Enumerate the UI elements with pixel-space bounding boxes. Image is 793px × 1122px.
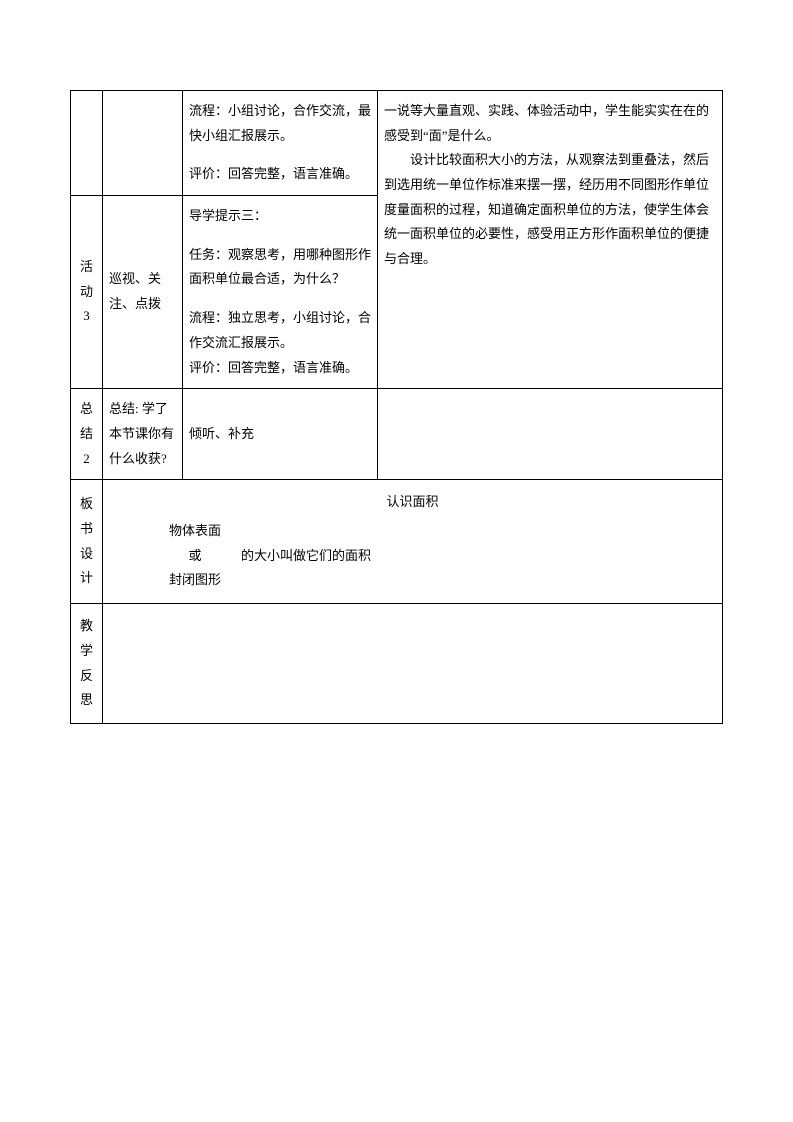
activity3-col3: 导学提示三： 任务：观察思考，用哪种图形作面积单位最合适，为什么？ 流程：独立思…: [183, 196, 378, 389]
board-right: 的大小叫做它们的面积: [241, 544, 371, 569]
activity-prev-label: [71, 91, 103, 196]
board-title: 认识面积: [109, 490, 716, 515]
activity3-col3-p1: 导学提示三：: [189, 204, 371, 229]
reflection-content: [103, 604, 723, 724]
merged-col4: 一说等大量直观、实践、体验活动中，学生能实实在在的感受到“面”是什么。 设计比较…: [378, 91, 723, 389]
board-content: 认识面积 物体表面 或 封闭图形 的大小叫做它们的面积: [103, 480, 723, 604]
col4-p2: 设计比较面积大小的方法，从观察法到重叠法，然后到选用统一单位作标准来摆一摆，经历…: [384, 148, 716, 271]
summary-col2: 总结: 学了本节课你有什么收获?: [103, 389, 183, 480]
lesson-plan-table: 流程：小组讨论，合作交流，最快小组汇报展示。 评价：回答完整，语言准确。 一说等…: [70, 90, 723, 724]
summary-col4: [378, 389, 723, 480]
reflection-row: 教 学 反 思: [71, 604, 723, 724]
activity-prev-col3: 流程：小组讨论，合作交流，最快小组汇报展示。 评价：回答完整，语言准确。: [183, 91, 378, 196]
activity-prev-row: 流程：小组讨论，合作交流，最快小组汇报展示。 评价：回答完整，语言准确。 一说等…: [71, 91, 723, 196]
activity3-col3-p2: 任务：观察思考，用哪种图形作面积单位最合适，为什么？: [189, 243, 371, 292]
board-row: 板 书 设 计 认识面积 物体表面 或 封闭图形 的大小叫做它们的面积: [71, 480, 723, 604]
board-body: 物体表面 或 封闭图形 的大小叫做它们的面积: [169, 519, 716, 593]
activity3-col2: 巡视、关注、点拨: [103, 196, 183, 389]
reflection-label: 教 学 反 思: [71, 604, 103, 724]
activity3-col3-p4: 评价：回答完整，语言准确。: [189, 356, 371, 381]
summary-row: 总 结 2 总结: 学了本节课你有什么收获? 倾听、补充: [71, 389, 723, 480]
activity-prev-col3-p2: 评价：回答完整，语言准确。: [189, 162, 371, 187]
col4-p1: 一说等大量直观、实践、体验活动中，学生能实实在在的感受到“面”是什么。: [384, 99, 716, 148]
activity-prev-col3-p1: 流程：小组讨论，合作交流，最快小组汇报展示。: [189, 99, 371, 148]
summary-label: 总 结 2: [71, 389, 103, 480]
board-left: 物体表面 或 封闭图形: [169, 519, 221, 593]
activity3-label: 活 动 3: [71, 196, 103, 389]
summary-col3: 倾听、补充: [183, 389, 378, 480]
activity3-col3-p3: 流程：独立思考，小组讨论，合作交流汇报展示。: [189, 306, 371, 355]
board-label: 板 书 设 计: [71, 480, 103, 604]
activity-prev-col2: [103, 91, 183, 196]
